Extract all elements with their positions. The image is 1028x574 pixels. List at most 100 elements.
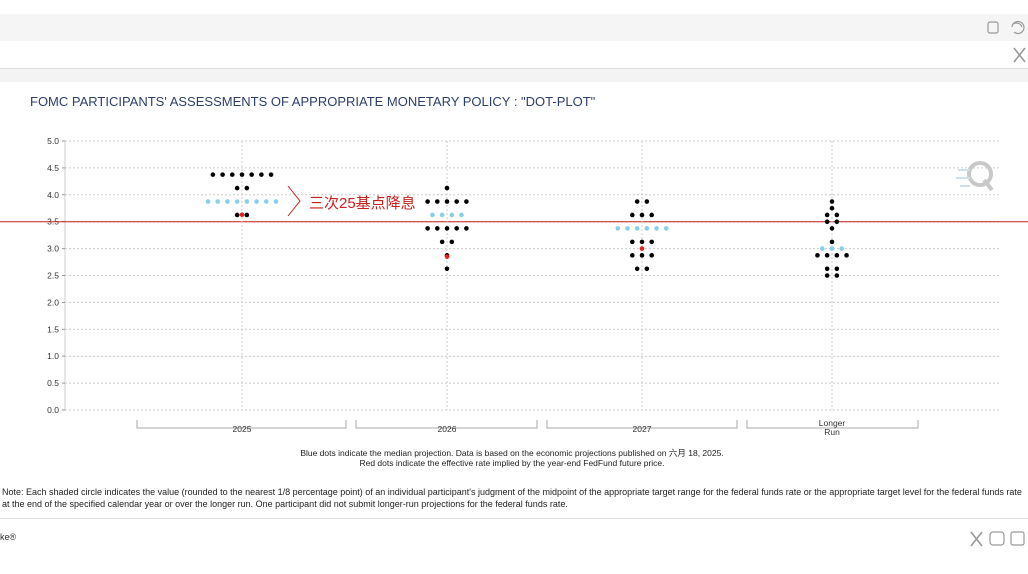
participant-dot bbox=[834, 266, 840, 272]
divider bbox=[0, 68, 1028, 69]
participant-dot bbox=[630, 239, 635, 245]
participant-dot bbox=[644, 226, 650, 231]
participant-dot bbox=[639, 212, 645, 218]
watermark bbox=[956, 161, 994, 192]
x-tick-label: 2026 bbox=[438, 424, 457, 434]
effective-rate-dot bbox=[239, 212, 245, 218]
participant-dot bbox=[449, 239, 455, 245]
participant-dot bbox=[254, 199, 259, 204]
participant-dot bbox=[234, 185, 240, 191]
note: Note: Each shaded circle indicates the v… bbox=[2, 487, 1022, 509]
participant-dot bbox=[464, 226, 469, 231]
chart-title: FOMC PARTICIPANTS' ASSESSMENTS OF APPROP… bbox=[30, 94, 596, 109]
participant-dot bbox=[230, 172, 235, 177]
x-icon[interactable] bbox=[970, 531, 983, 547]
y-tick-label: 2.5 bbox=[47, 271, 59, 281]
x-tick-label: Longer Run bbox=[819, 418, 846, 437]
legend-note: Red dots indicate the effective rate imp… bbox=[359, 458, 664, 468]
participant-dot bbox=[449, 212, 455, 218]
participant-dot bbox=[654, 226, 659, 231]
participant-dot bbox=[244, 185, 250, 191]
participant-dot bbox=[820, 246, 825, 251]
participant-dot bbox=[639, 253, 645, 258]
linkedin-icon[interactable] bbox=[1010, 531, 1025, 546]
participant-dot bbox=[439, 212, 445, 218]
y-tick-label: 3.0 bbox=[47, 244, 59, 254]
participant-dot bbox=[630, 212, 635, 218]
participant-dot bbox=[834, 212, 840, 218]
participant-dot bbox=[824, 266, 830, 272]
toolbar-icons bbox=[970, 20, 1026, 547]
refresh-icon[interactable] bbox=[1011, 20, 1025, 35]
participant-dot bbox=[454, 226, 460, 231]
participant-dot bbox=[234, 199, 240, 204]
participant-dot bbox=[829, 239, 835, 245]
y-tick-label: 4.5 bbox=[47, 163, 59, 173]
y-tick-label: 1.0 bbox=[47, 351, 59, 361]
participant-dot bbox=[249, 172, 254, 177]
participant-dot bbox=[644, 266, 650, 272]
participant-dot bbox=[444, 199, 450, 204]
participant-dot bbox=[829, 205, 835, 211]
footer-brand: ke® bbox=[0, 532, 17, 542]
participant-dot bbox=[273, 199, 279, 204]
participant-dot bbox=[464, 199, 469, 204]
participant-dot bbox=[268, 172, 274, 177]
x-tick-label: 2025 bbox=[233, 424, 252, 434]
participant-dot bbox=[259, 172, 264, 177]
participant-dot bbox=[824, 273, 830, 278]
participant-dot bbox=[649, 212, 654, 218]
participant-dot bbox=[225, 199, 230, 204]
category-bracket bbox=[355, 420, 538, 429]
participant-dot bbox=[444, 185, 450, 191]
participant-dot bbox=[244, 199, 250, 204]
participant-dot bbox=[829, 199, 835, 204]
participant-dot bbox=[430, 212, 435, 218]
annotation: 三次25基点降息 bbox=[309, 195, 416, 212]
effective-rate-dot bbox=[639, 246, 645, 251]
participant-dot bbox=[444, 226, 450, 231]
participant-dot bbox=[634, 226, 640, 231]
participant-dot bbox=[215, 199, 221, 204]
category-bracket bbox=[546, 420, 738, 429]
x-icon[interactable] bbox=[1013, 47, 1026, 63]
participant-dot bbox=[205, 199, 211, 204]
youtube-icon[interactable] bbox=[989, 531, 1005, 546]
participant-dot bbox=[234, 212, 240, 218]
participant-dot bbox=[630, 253, 635, 258]
participant-dot bbox=[210, 172, 216, 177]
y-tick-label: 5.0 bbox=[47, 136, 59, 146]
panel-gap bbox=[0, 69, 1028, 82]
participant-dot bbox=[824, 219, 830, 224]
participant-dot bbox=[263, 199, 269, 204]
annotation-bracket bbox=[287, 185, 301, 217]
legend-note: Blue dots indicate the median projection… bbox=[300, 448, 723, 458]
effective-rate-dot bbox=[444, 254, 450, 259]
participant-dot bbox=[615, 226, 621, 231]
participant-dot bbox=[220, 172, 225, 177]
participant-dot bbox=[634, 199, 640, 204]
participant-dot bbox=[815, 253, 820, 258]
export-icon[interactable] bbox=[987, 21, 999, 34]
participant-dot bbox=[649, 239, 654, 245]
participant-dot bbox=[644, 199, 650, 204]
toolbar bbox=[0, 14, 1028, 41]
participant-dot bbox=[834, 273, 840, 278]
participant-dot bbox=[244, 212, 250, 218]
divider bbox=[0, 518, 1028, 519]
participant-dot bbox=[435, 226, 440, 231]
participant-dot bbox=[639, 239, 645, 245]
participant-dot bbox=[439, 239, 445, 245]
participant-dot bbox=[844, 253, 849, 258]
participant-dot bbox=[663, 226, 669, 231]
x-tick-label: 2027 bbox=[633, 424, 652, 434]
participant-dot bbox=[425, 199, 430, 204]
y-tick-label: 2.0 bbox=[47, 297, 59, 307]
participant-dot bbox=[834, 219, 840, 224]
y-tick-label: 1.5 bbox=[47, 324, 59, 334]
category-bracket bbox=[746, 420, 919, 429]
participant-dot bbox=[829, 246, 835, 251]
y-tick-label: 0.5 bbox=[47, 378, 59, 388]
participant-dot bbox=[435, 199, 440, 204]
